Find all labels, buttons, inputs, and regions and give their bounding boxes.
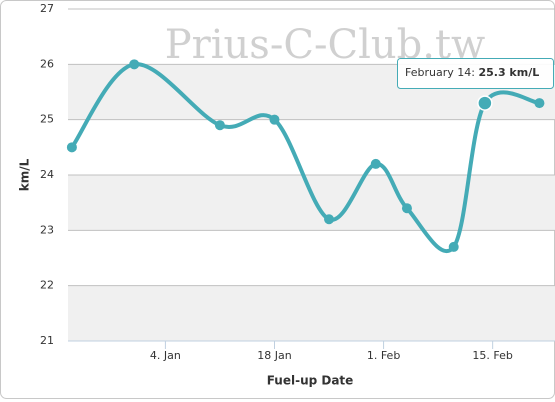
marker xyxy=(448,241,459,252)
y-tick-label: 27 xyxy=(40,2,54,15)
marker xyxy=(66,142,77,153)
marker xyxy=(129,59,140,70)
grid-band xyxy=(68,285,555,341)
y-axis-label: km/L xyxy=(18,158,32,191)
marker xyxy=(477,95,493,111)
x-tick-label: 18 Jan xyxy=(257,349,291,362)
marker xyxy=(214,120,225,131)
marker xyxy=(324,214,335,225)
tooltip-sep: : xyxy=(471,66,478,79)
x-tick-label: 4. Jan xyxy=(150,349,181,362)
x-tick-label: 1. Feb xyxy=(367,349,400,362)
tooltip: February 14: 25.3 km/L xyxy=(397,58,554,89)
tooltip-box xyxy=(397,58,554,89)
y-tick-label: 21 xyxy=(40,334,54,347)
tooltip-value: 25.3 km/L xyxy=(478,66,539,79)
marker xyxy=(370,158,381,169)
marker xyxy=(401,203,412,214)
marker xyxy=(269,114,280,125)
x-tick-label: 15. Feb xyxy=(472,349,512,362)
y-tick-label: 22 xyxy=(40,279,54,292)
line xyxy=(70,62,540,253)
tooltip-date: February 14 xyxy=(405,66,471,79)
y-tick-label: 25 xyxy=(40,113,54,126)
y-tick-label: 23 xyxy=(40,223,54,236)
tooltip-text: February 14: 25.3 km/L xyxy=(405,66,539,79)
marker xyxy=(534,98,545,109)
x-axis-label: Fuel-up Date xyxy=(267,374,354,388)
y-tick-label: 26 xyxy=(40,57,54,70)
y-tick-label: 24 xyxy=(40,168,54,181)
grid-band xyxy=(68,175,555,231)
